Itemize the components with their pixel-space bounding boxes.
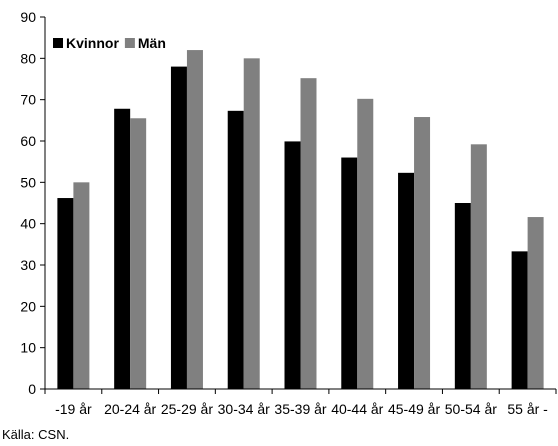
x-tick-label-6: 45-49 år <box>388 401 440 417</box>
y-tick-label-4: 40 <box>20 216 36 232</box>
y-tick-label-3: 30 <box>20 257 36 273</box>
bar-man-4 <box>300 78 317 389</box>
bar-man-6 <box>414 117 431 389</box>
bars-layer <box>57 50 544 390</box>
bar-man-5 <box>357 98 374 389</box>
bar-man-2 <box>186 50 203 390</box>
x-tick-label-8: 55 år - <box>507 401 548 417</box>
bar-kvinnor-1 <box>114 108 131 389</box>
bar-kvinnor-8 <box>511 251 528 389</box>
bar-man-0 <box>73 182 90 389</box>
source-note: Källa: CSN. <box>2 427 70 442</box>
legend-swatch-kvinnor <box>53 38 63 48</box>
legend-label-kvinnor: Kvinnor <box>66 35 119 51</box>
bar-kvinnor-3 <box>227 110 244 390</box>
axes-layer: 0 10 20 30 40 50 60 70 80 90 -19 år 20-24 år 25-29 å… <box>20 9 557 417</box>
x-tick-label-3: 30-34 år <box>218 401 270 417</box>
bar-man-1 <box>130 118 147 390</box>
bar-kvinnor-4 <box>284 141 301 389</box>
bar-kvinnor-6 <box>398 172 415 389</box>
x-tick-label-7: 50-54 år <box>445 401 497 417</box>
legend-label-man: Män <box>138 35 166 51</box>
y-tick-label-8: 80 <box>20 50 36 66</box>
x-tick-label-2: 25-29 år <box>161 401 213 417</box>
y-tick-label-9: 90 <box>20 9 36 25</box>
bar-kvinnor-2 <box>170 66 187 389</box>
bar-kvinnor-7 <box>454 203 471 389</box>
bar-man-8 <box>527 217 544 389</box>
y-tick-label-7: 70 <box>20 92 36 108</box>
bar-man-7 <box>470 144 487 389</box>
x-tick-label-4: 35-39 år <box>274 401 326 417</box>
bar-kvinnor-5 <box>341 157 358 389</box>
y-tick-label-5: 50 <box>20 174 36 190</box>
y-tick-label-1: 10 <box>20 340 36 356</box>
y-tick-label-6: 60 <box>20 133 36 149</box>
y-tick-label-0: 0 <box>28 381 36 397</box>
y-tick-label-2: 20 <box>20 298 36 314</box>
bar-man-3 <box>243 58 260 389</box>
x-tick-label-5: 40-44 år <box>331 401 383 417</box>
x-tick-label-1: 20-24 år <box>104 401 156 417</box>
legend: Kvinnor Män <box>53 35 166 51</box>
x-tick-label-0: -19 år <box>55 401 92 417</box>
legend-swatch-man <box>124 38 135 48</box>
bar-kvinnor-0 <box>57 198 74 389</box>
